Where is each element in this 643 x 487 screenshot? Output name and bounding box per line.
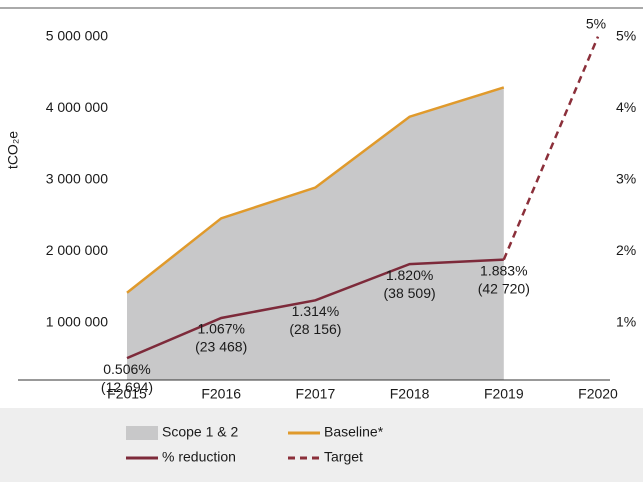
y-tick-label: 3 000 000 [46, 170, 108, 186]
line [126, 258, 504, 360]
x-tick-label: F2016 [201, 386, 241, 402]
y-tick-label: 2 000 000 [46, 242, 108, 258]
y2-tick-label: 1% [616, 313, 636, 329]
value-label: 1.820% [386, 267, 433, 283]
value-label: 1.314% [292, 303, 339, 319]
legend-label: Scope 1 & 2 [162, 424, 238, 440]
y2-tick-label: 4% [616, 99, 636, 115]
y-tick-label: 4 000 000 [46, 99, 108, 115]
x-tick-label: F2019 [484, 386, 524, 402]
value-label: 1.067% [197, 321, 244, 337]
value-sub-label: (38 509) [384, 285, 436, 301]
y2-tick-label: 2% [616, 242, 636, 258]
y2-tick-label: 5% [616, 27, 636, 43]
area [127, 87, 504, 381]
y2-tick-label: 3% [616, 170, 636, 186]
value-sub-label: (23 468) [195, 339, 247, 355]
y-tick-label: 1 000 000 [46, 313, 108, 329]
x-tick-label: F2017 [296, 386, 336, 402]
legend-background [0, 408, 643, 482]
value-sub-label: (12 694) [101, 379, 153, 395]
y-axis-label: tCO₂e [5, 131, 21, 169]
x-tick-label: F2020 [578, 386, 618, 402]
legend-label: Target [324, 449, 363, 465]
value-label: 0.506% [103, 361, 150, 377]
legend-label: % reduction [162, 449, 236, 465]
target-line [502, 36, 600, 261]
x-tick-label: F2015 [107, 386, 147, 402]
legend-label: Baseline* [324, 424, 384, 440]
line [126, 86, 505, 294]
value-sub-label: (28 156) [289, 321, 341, 337]
value-label: 1.883% [480, 262, 527, 278]
value-sub-label: (42 720) [478, 280, 530, 296]
legend-swatch [126, 426, 158, 440]
y-tick-label: 5 000 000 [46, 27, 108, 43]
value-label: 5% [586, 15, 606, 31]
x-tick-label: F2018 [390, 386, 430, 402]
